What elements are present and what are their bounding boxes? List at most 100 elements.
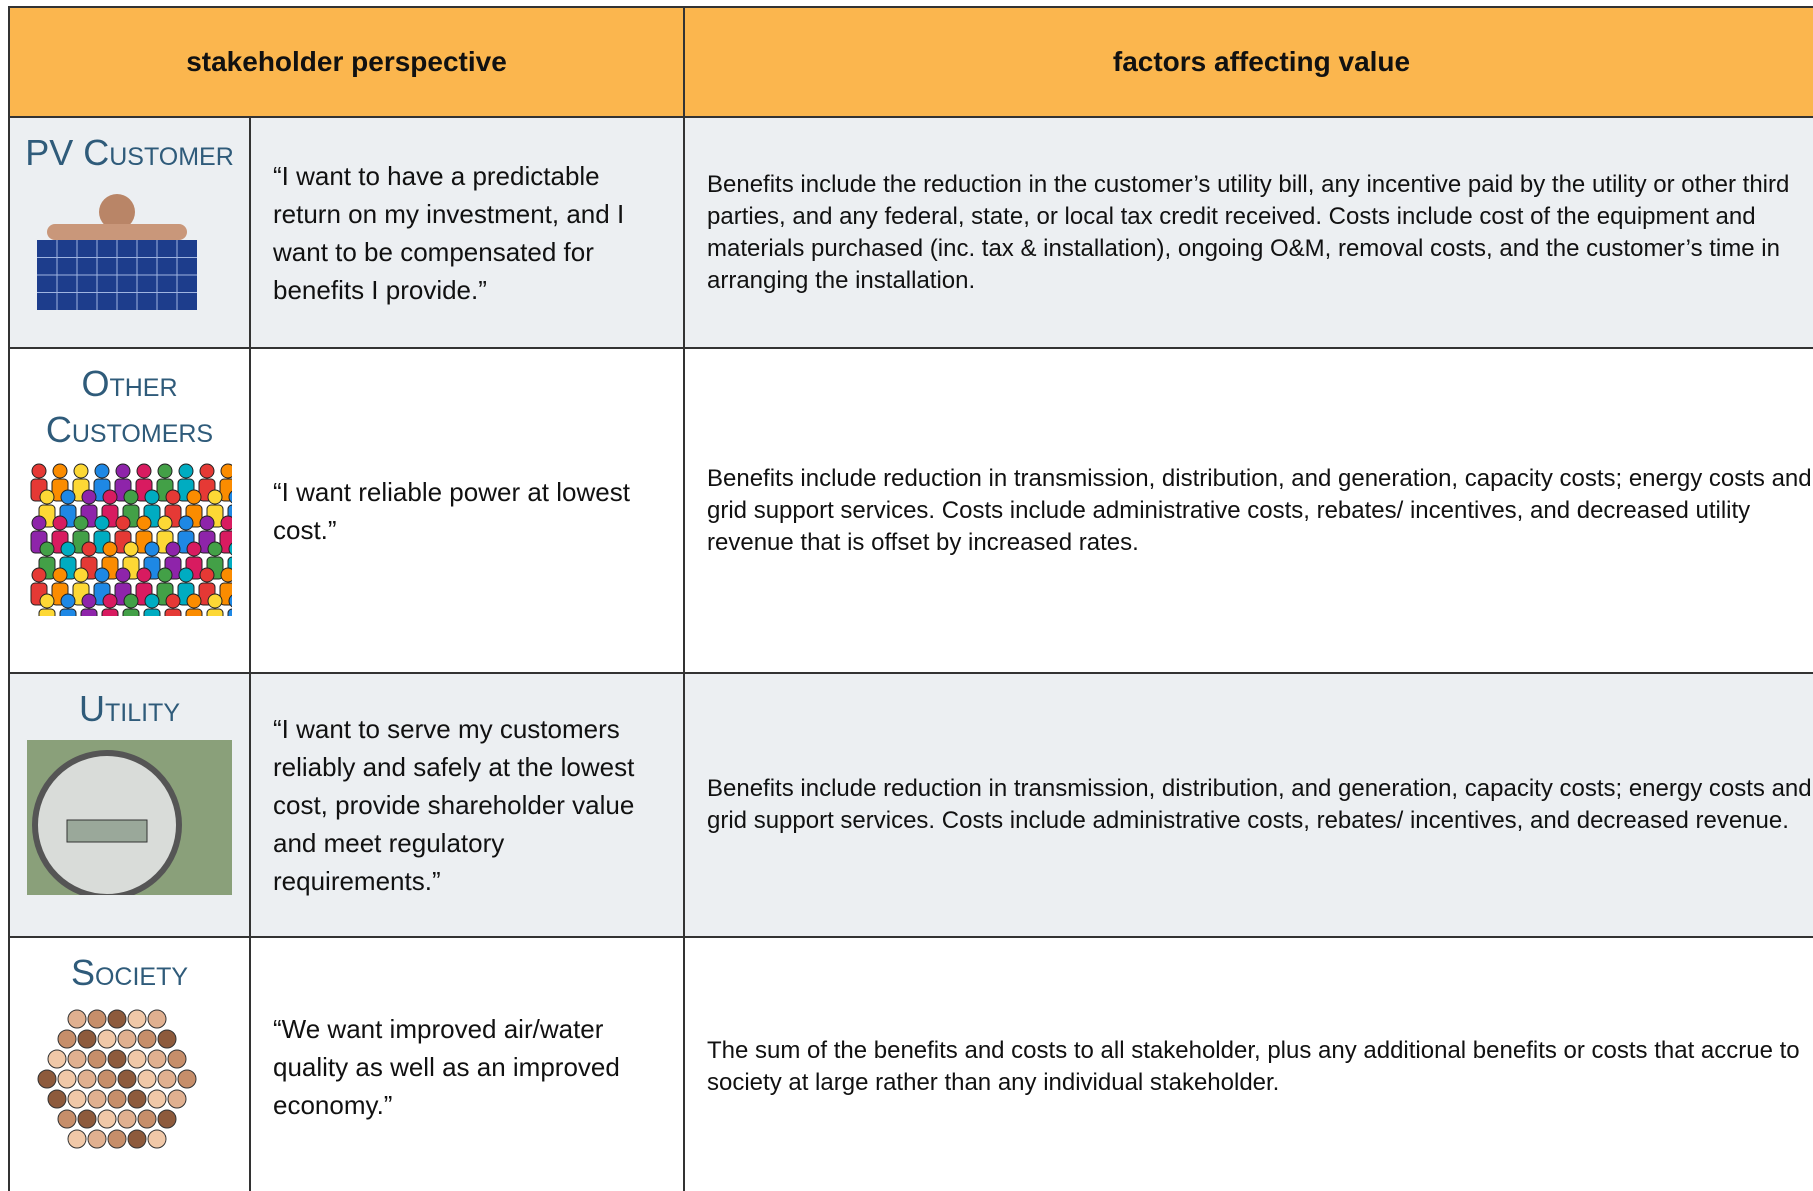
person-head [157, 515, 173, 531]
person-head [94, 515, 110, 531]
person-body [101, 608, 119, 616]
person-head [81, 593, 97, 609]
person-head [199, 515, 215, 531]
person-head [144, 489, 160, 505]
person-head [228, 594, 232, 608]
factors-cell: Benefits include the reduction in the cu… [683, 116, 1813, 349]
person [67, 1049, 87, 1069]
header-cell: factors affecting value [683, 6, 1813, 118]
person [127, 1049, 147, 1069]
person-head [31, 515, 47, 531]
factors-cell: Benefits include reduction in transmissi… [683, 672, 1813, 938]
factors-cell: The sum of the benefits and costs to all… [683, 936, 1813, 1191]
person [137, 1109, 157, 1129]
stakeholder-image [37, 1009, 197, 1149]
person [107, 1089, 127, 1109]
person-head [123, 489, 139, 505]
person [37, 1069, 57, 1089]
person-body [122, 608, 140, 616]
person-head [165, 593, 181, 609]
person-body [80, 608, 98, 616]
person-head [52, 463, 68, 479]
person-head [39, 593, 55, 609]
person-head [60, 541, 76, 557]
person-head [220, 567, 232, 583]
person-head [136, 515, 152, 531]
stakeholder-name: Other Customers [45, 363, 214, 450]
person-head [220, 463, 232, 479]
person [117, 1069, 137, 1089]
person-body [164, 608, 182, 616]
person-head [199, 567, 215, 583]
meter-display [66, 819, 148, 843]
person-head [186, 593, 202, 609]
person-head [123, 541, 139, 557]
person-head [115, 463, 131, 479]
quote-cell: “I want to serve my customers reliably a… [249, 672, 685, 938]
stakeholder-image [37, 194, 197, 310]
person-body [143, 608, 161, 616]
person [157, 1109, 177, 1129]
stakeholder-name: Utility [78, 688, 180, 729]
person-head [165, 489, 181, 505]
stakeholder-cell: Other Customers [8, 347, 251, 674]
arms [47, 224, 187, 240]
person-head [31, 463, 47, 479]
table-row: Society “We want improved air/water quali… [8, 936, 1813, 1191]
person [97, 1029, 117, 1049]
stakeholder-table: stakeholder perspective factors affectin… [8, 6, 1813, 1191]
person-head [228, 490, 232, 504]
person-head [178, 567, 194, 583]
person-head [115, 515, 131, 531]
person-head [199, 463, 215, 479]
person [147, 1009, 167, 1029]
person [107, 1009, 127, 1029]
person [147, 1049, 167, 1069]
person [107, 1049, 127, 1069]
person [67, 1009, 87, 1029]
person-head [207, 489, 223, 505]
person-head [228, 542, 232, 556]
person [157, 1069, 177, 1089]
quote-cell: “I want to have a predictable return on … [249, 116, 685, 349]
person-head [52, 515, 68, 531]
person [147, 1089, 167, 1109]
person-head [73, 463, 89, 479]
header-row: stakeholder perspective factors affectin… [8, 6, 1813, 118]
person-body [38, 608, 56, 616]
person [137, 1069, 157, 1089]
person-head [178, 463, 194, 479]
person-head [186, 541, 202, 557]
person [77, 1109, 97, 1129]
person [67, 1089, 87, 1109]
person-head [39, 541, 55, 557]
person-head [102, 541, 118, 557]
stakeholder-image [27, 740, 232, 895]
person-head [144, 541, 160, 557]
person-head [31, 567, 47, 583]
stakeholder-cell: Society [8, 936, 251, 1191]
person [117, 1109, 137, 1129]
person-head [94, 567, 110, 583]
person [57, 1109, 77, 1129]
person [147, 1129, 167, 1149]
person-body [206, 608, 224, 616]
person-head [73, 567, 89, 583]
person-head [102, 489, 118, 505]
person [67, 1129, 87, 1149]
person-head [220, 515, 232, 531]
person [107, 1129, 127, 1149]
table-body: PV Customer “I want to have a predictable… [8, 116, 1813, 1191]
person [167, 1089, 187, 1109]
head [99, 194, 135, 230]
person [87, 1009, 107, 1029]
person-head [136, 463, 152, 479]
person [127, 1129, 147, 1149]
person [47, 1089, 67, 1109]
person-head [52, 567, 68, 583]
person-head [136, 567, 152, 583]
table-row: PV Customer “I want to have a predictable… [8, 116, 1813, 349]
person-head [73, 515, 89, 531]
person-body [59, 608, 77, 616]
person-head [39, 489, 55, 505]
